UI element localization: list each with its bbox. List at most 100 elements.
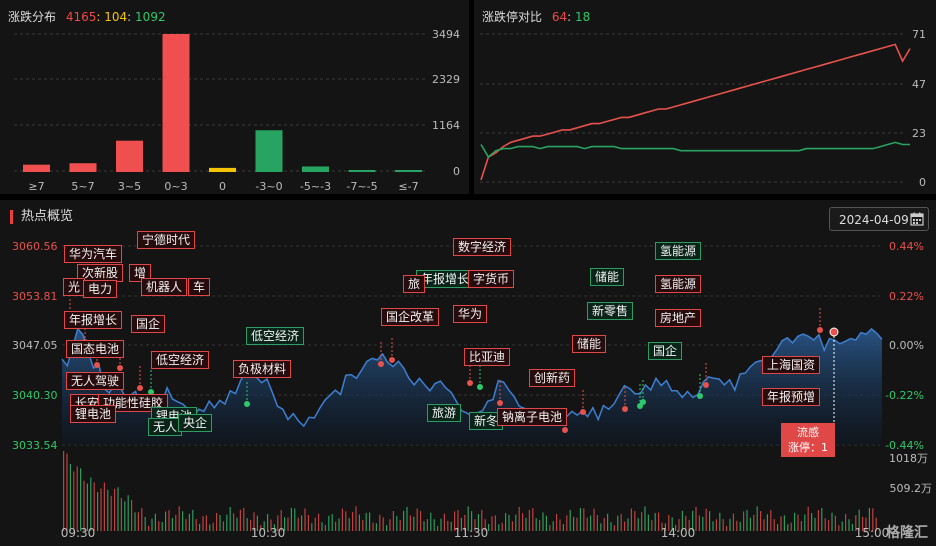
hotspot-label[interactable]: 创新药 bbox=[529, 369, 576, 387]
pct-tick: 0.44% bbox=[889, 240, 924, 253]
hotspot-label[interactable]: 上海国资 bbox=[762, 356, 821, 374]
hotspot-label[interactable]: 负极材料 bbox=[233, 360, 292, 378]
hotspot-label[interactable]: 年报增长 bbox=[64, 311, 123, 329]
date-picker[interactable]: 2024-04-09 bbox=[829, 207, 929, 231]
volume-bar bbox=[192, 509, 194, 531]
hotspot-label[interactable]: 储能 bbox=[590, 268, 625, 286]
hotspot-label[interactable]: 华为汽车 bbox=[64, 245, 123, 263]
hotspot-label[interactable]: 国企 bbox=[131, 315, 166, 333]
hotspot-label[interactable]: 低空经济 bbox=[151, 351, 210, 369]
limit-panel: 涨跌停对比 64: 18 71 47 23 0 bbox=[474, 0, 936, 194]
volume-bar bbox=[430, 512, 432, 531]
vol-tick: 509.2万 bbox=[890, 482, 933, 495]
volume-bar bbox=[284, 517, 286, 531]
hotspot-label[interactable]: 电力 bbox=[83, 280, 118, 298]
volume-bar bbox=[467, 506, 469, 531]
volume-bar bbox=[246, 518, 248, 531]
volume-bar bbox=[226, 514, 228, 531]
bar bbox=[116, 140, 143, 172]
hotspot-label[interactable]: 低空经济 bbox=[246, 327, 305, 345]
volume-bar bbox=[267, 513, 269, 531]
limit-down-line bbox=[480, 141, 910, 159]
volume-bar bbox=[855, 515, 857, 531]
hotspot-label[interactable]: 年报预增 bbox=[762, 388, 821, 406]
hotspot-label[interactable]: 年报增长 bbox=[416, 270, 475, 288]
time-tick: 14:00 bbox=[661, 526, 696, 540]
volume-bar bbox=[525, 517, 527, 531]
hotspot-label[interactable]: 车 bbox=[188, 278, 211, 296]
volume-bar bbox=[491, 516, 493, 531]
volume-bar bbox=[794, 512, 796, 531]
hotspot-label[interactable]: 国企 bbox=[648, 342, 683, 360]
hotspot-dot bbox=[378, 361, 384, 367]
volume-bar bbox=[93, 482, 95, 531]
volume-bar bbox=[596, 515, 598, 531]
hotspot-label[interactable]: 氢能源 bbox=[655, 275, 702, 293]
hotspot-label[interactable]: 房地产 bbox=[655, 309, 702, 327]
flu-tooltip: 流感 涨停：1 bbox=[781, 423, 835, 457]
volume-bar bbox=[416, 508, 418, 531]
hotspot-label[interactable]: 国企改革 bbox=[381, 308, 440, 326]
volume-bar bbox=[188, 513, 190, 531]
volume-bar bbox=[722, 519, 724, 531]
volume-bar bbox=[260, 525, 262, 531]
hotspot-label[interactable]: 储能 bbox=[572, 335, 607, 353]
volume-bar bbox=[301, 515, 303, 531]
volume-bar bbox=[848, 519, 850, 531]
flat-count: 104 bbox=[104, 10, 128, 24]
volume-bar bbox=[654, 513, 656, 531]
volume-bar bbox=[171, 518, 173, 531]
volume-bar bbox=[535, 518, 537, 531]
volume-bar bbox=[471, 511, 473, 531]
volume-bar bbox=[797, 514, 799, 531]
hotspot-label[interactable]: 数字经济 bbox=[453, 238, 512, 256]
volume-bar bbox=[338, 518, 340, 531]
flu-name: 流感 bbox=[797, 426, 819, 439]
volume-bar bbox=[613, 525, 615, 531]
hotspot-label[interactable]: 华为 bbox=[453, 305, 488, 323]
x-tick: ≤-7 bbox=[398, 180, 418, 193]
hotspot-label[interactable]: 国态电池 bbox=[66, 340, 125, 358]
volume-bar bbox=[212, 522, 214, 531]
volume-bar bbox=[216, 513, 218, 531]
volume-bar bbox=[297, 517, 299, 531]
volume-bar bbox=[127, 495, 129, 531]
hotspot-label[interactable]: 字货币 bbox=[468, 270, 515, 288]
hotspot-label[interactable]: 无人驾驶 bbox=[66, 372, 125, 390]
hotspot-label[interactable]: 新零售 bbox=[587, 302, 634, 320]
volume-bar bbox=[97, 492, 99, 531]
bar bbox=[69, 163, 97, 172]
hotspot-label[interactable]: 机器人 bbox=[141, 278, 188, 296]
hotspot-label[interactable]: 宁德时代 bbox=[137, 231, 196, 249]
volume-bar bbox=[341, 508, 343, 531]
volume-bar bbox=[386, 525, 388, 531]
hotspot-label[interactable]: 旅 bbox=[403, 275, 426, 293]
hotspot-label[interactable]: 无人 bbox=[148, 418, 183, 436]
limit-down-count: 18 bbox=[575, 10, 591, 24]
hotspot-label[interactable]: 钠离子电池 bbox=[497, 408, 568, 426]
hotspot-label[interactable]: 氢能源 bbox=[655, 242, 702, 260]
hotspot-label[interactable]: 光 bbox=[63, 278, 86, 296]
hotspot-label[interactable]: 央企 bbox=[178, 414, 213, 432]
hotspot-dot bbox=[477, 384, 483, 390]
volume-bar bbox=[158, 521, 160, 531]
volume-bar bbox=[518, 506, 520, 531]
hotspot-label[interactable]: 新冬 bbox=[469, 412, 504, 430]
hotspot-label[interactable]: 比亚迪 bbox=[464, 348, 511, 366]
hotspot-label[interactable]: 锂电池 bbox=[70, 405, 117, 423]
limit-up-line bbox=[480, 43, 911, 181]
volume-bar bbox=[569, 509, 571, 531]
volume-bar bbox=[199, 523, 201, 531]
x-tick: 3~5 bbox=[118, 180, 141, 193]
volume-bar bbox=[834, 515, 836, 531]
cursor-dot bbox=[829, 327, 839, 337]
volume-bar bbox=[124, 501, 126, 531]
volume-bar bbox=[76, 466, 78, 531]
volume-bar bbox=[824, 518, 826, 531]
up-count: 4165 bbox=[65, 10, 97, 24]
hotspot-label[interactable]: 增 bbox=[129, 264, 152, 282]
hotspot-label[interactable]: 旅游 bbox=[427, 404, 462, 422]
hotspot-dot bbox=[467, 380, 473, 386]
volume-bar bbox=[851, 524, 853, 531]
volume-bar bbox=[573, 517, 575, 531]
